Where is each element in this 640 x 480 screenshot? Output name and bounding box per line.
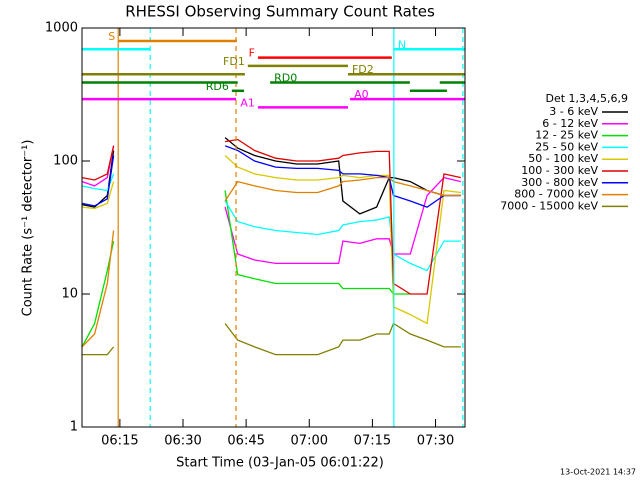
series-line: [82, 322, 461, 356]
series-line: [81, 138, 461, 295]
legend-label: 7000 - 15000 keV: [500, 199, 598, 212]
x-tick-label: 07:30: [417, 434, 454, 449]
legend-label: 800 - 7000 keV: [514, 188, 598, 201]
legend-label: 300 - 800 keV: [521, 176, 598, 189]
flag-label: S: [108, 30, 115, 43]
flag-label: RD0: [274, 72, 297, 85]
flag-label: N: [398, 38, 406, 51]
x-tick-label: 07:15: [354, 434, 391, 449]
y-tick-label: 10: [61, 287, 78, 302]
flag-label: FD2: [352, 63, 374, 76]
y-tick-label: 100: [53, 154, 78, 169]
legend-label: 50 - 100 keV: [528, 152, 598, 165]
series-line: [81, 176, 461, 348]
series-line: [81, 173, 461, 272]
x-tick-label: 06:15: [101, 434, 138, 449]
legend-title: Det 1,3,4,5,6,9: [545, 92, 628, 105]
footer: 13-Oct-2021 14:37: [560, 468, 636, 477]
flag-label: A0: [354, 88, 369, 101]
flag-label: F: [249, 47, 255, 60]
x-tick-label: 07:00: [291, 434, 328, 449]
legend-label: 100 - 300 keV: [521, 164, 598, 177]
x-tick-label: 06:30: [164, 434, 201, 449]
chart-title: RHESSI Observing Summary Count Rates: [125, 3, 435, 21]
flag-label: A1: [240, 96, 255, 109]
legend-label: 3 - 6 keV: [549, 105, 598, 118]
flag-label: FD1: [223, 55, 245, 68]
legend-label: 12 - 25 keV: [535, 129, 598, 142]
y-axis-label: Count Rate (s⁻¹ detector⁻¹): [21, 140, 36, 317]
flag-label: RD6: [206, 80, 229, 93]
plot-frame: [81, 27, 466, 428]
x-tick-label: 06:45: [227, 434, 264, 449]
y-tick-label: 1000: [45, 21, 78, 36]
y-tick-label: 1: [70, 420, 78, 435]
series-line: [81, 155, 461, 325]
legend-label: 25 - 50 keV: [535, 140, 598, 153]
x-axis-label: Start Time (03-Jan-05 06:01:22): [176, 456, 384, 471]
legend-label: 6 - 12 keV: [542, 117, 598, 130]
series-line: [81, 145, 461, 208]
